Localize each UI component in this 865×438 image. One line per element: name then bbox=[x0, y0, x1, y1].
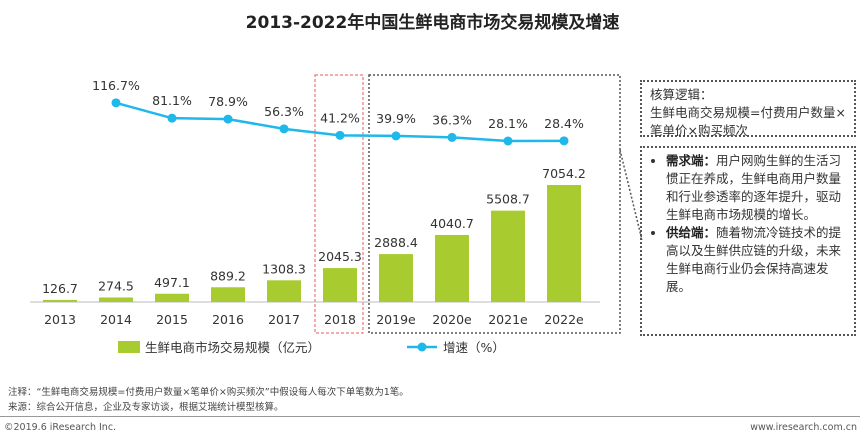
bar-label: 889.2 bbox=[210, 268, 246, 283]
bar-label: 126.7 bbox=[42, 281, 78, 296]
x-tick: 2018 bbox=[324, 312, 356, 327]
growth-point bbox=[503, 136, 513, 146]
bar-label: 1308.3 bbox=[262, 261, 306, 276]
legend-line-marker bbox=[417, 342, 427, 352]
logic-heading: 核算逻辑： bbox=[650, 87, 713, 102]
growth-label: 81.1% bbox=[152, 93, 192, 108]
forecast-box bbox=[368, 74, 621, 334]
x-tick: 2016 bbox=[212, 312, 244, 327]
highlight-2018-box bbox=[314, 74, 364, 334]
source: 来源：综合公开信息，企业及专家访谈，根据艾瑞统计模型核算。 bbox=[8, 402, 284, 413]
copyright: ©2019.6 iResearch Inc. bbox=[4, 422, 117, 433]
legend-bar-label: 生鲜电商市场交易规模（亿元） bbox=[145, 340, 320, 355]
bar-2014 bbox=[99, 297, 133, 302]
x-tick: 2015 bbox=[156, 312, 188, 327]
logic-box: 核算逻辑： 生鲜电商交易规模=付费用户数量×笔单价×购买频次 bbox=[640, 80, 856, 138]
bar-2017 bbox=[267, 280, 301, 302]
growth-label: 36.3% bbox=[432, 112, 472, 127]
growth-label: 78.9% bbox=[208, 94, 248, 109]
divider bbox=[0, 416, 860, 417]
bar-2019e bbox=[379, 254, 413, 302]
bar-2018 bbox=[323, 268, 357, 302]
bar-label: 4040.7 bbox=[430, 216, 474, 231]
bar-2015 bbox=[155, 293, 189, 302]
website: www.iresearch.com.cn bbox=[750, 422, 857, 433]
growth-point bbox=[447, 132, 457, 142]
growth-label: 41.2% bbox=[320, 110, 360, 125]
growth-point bbox=[167, 113, 177, 123]
growth-label: 28.1% bbox=[488, 116, 528, 131]
bar-label: 2888.4 bbox=[374, 235, 418, 250]
x-tick: 2021e bbox=[488, 312, 528, 327]
bar-label: 5508.7 bbox=[486, 192, 530, 207]
growth-point bbox=[279, 124, 289, 134]
legend-bar-swatch bbox=[118, 341, 140, 353]
bar-2020e bbox=[435, 234, 469, 302]
x-tick: 2013 bbox=[44, 312, 76, 327]
bar-2013 bbox=[43, 299, 77, 302]
growth-point bbox=[223, 114, 233, 124]
bar-label: 7054.2 bbox=[542, 166, 586, 181]
x-tick: 2017 bbox=[268, 312, 300, 327]
logic-formula: 生鲜电商交易规模=付费用户数量×笔单价×购买频次 bbox=[650, 105, 846, 138]
bar-2016 bbox=[211, 287, 245, 302]
x-tick: 2020e bbox=[432, 312, 472, 327]
bar-label: 2045.3 bbox=[318, 249, 362, 264]
growth-label: 116.7% bbox=[92, 78, 140, 93]
growth-point bbox=[559, 136, 569, 146]
bar-2022e bbox=[547, 185, 581, 302]
bar-label: 274.5 bbox=[98, 278, 134, 293]
note: 注释：“生鲜电商交易规模=付费用户数量×笔单价×购买频次”中假设每人每次下单笔数… bbox=[8, 387, 409, 398]
point-supply: 供给端：随着物流冷链技术的提高以及生鲜供应链的升级，未来生鲜电商行业仍会保持高速… bbox=[666, 224, 846, 296]
growth-point bbox=[335, 130, 345, 140]
bar-2021e bbox=[491, 210, 525, 302]
explanation-box: 需求端：用户网购生鲜的生活习惯正在养成，生鲜电商用户数量和行业参透率的逐年提升，… bbox=[640, 146, 856, 336]
bar-label: 497.1 bbox=[154, 275, 190, 290]
legend-line-label: 增速（%） bbox=[443, 340, 505, 355]
chart: 126.7 2013 274.5 2014 497.1 2015 889.2 2016 1308… bbox=[30, 74, 643, 355]
chart-title: 2013-2022年中国生鲜电商市场交易规模及增速 bbox=[245, 13, 620, 33]
x-tick: 2019e bbox=[376, 312, 416, 327]
connector-line bbox=[619, 149, 643, 241]
growth-point bbox=[111, 98, 121, 108]
growth-label: 56.3% bbox=[264, 104, 304, 119]
growth-label: 28.4% bbox=[544, 116, 584, 131]
growth-point bbox=[391, 131, 401, 141]
growth-label: 39.9% bbox=[376, 111, 416, 126]
x-tick: 2022e bbox=[544, 312, 584, 327]
point-demand: 需求端：用户网购生鲜的生活习惯正在养成，生鲜电商用户数量和行业参透率的逐年提升，… bbox=[666, 152, 846, 224]
x-tick: 2014 bbox=[100, 312, 132, 327]
